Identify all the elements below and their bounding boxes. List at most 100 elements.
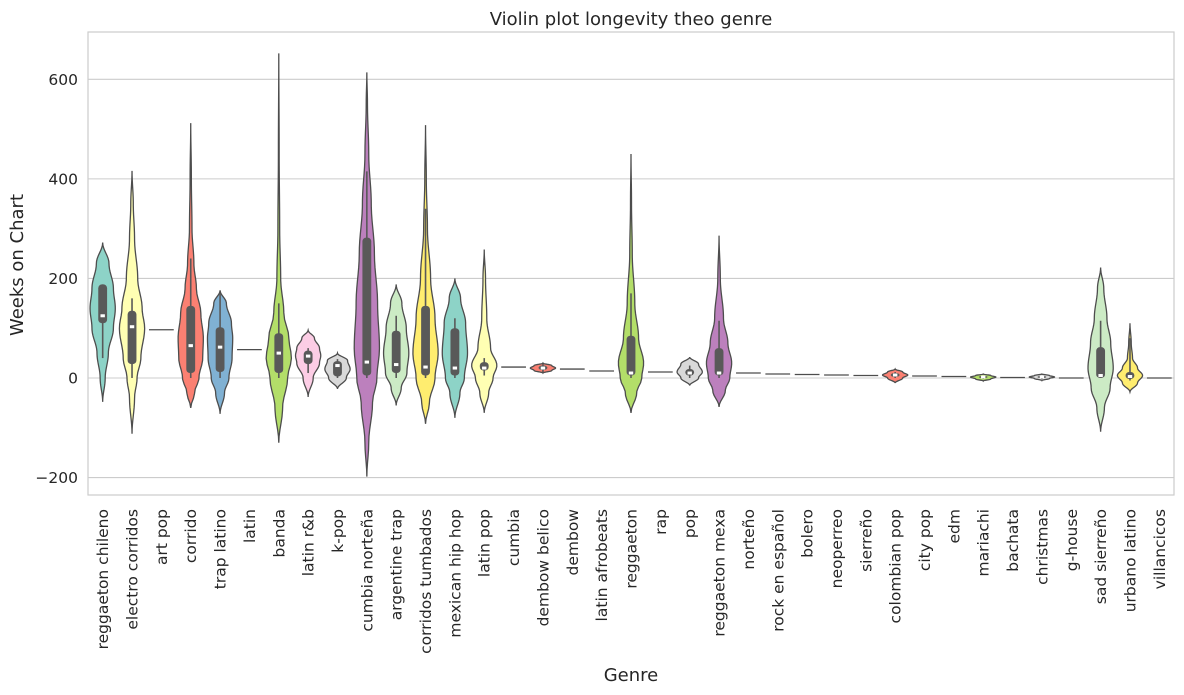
violin bbox=[471, 249, 498, 413]
violin-body bbox=[617, 153, 645, 413]
y-tick-label: −200 bbox=[35, 469, 78, 487]
violin-iqr-box bbox=[127, 310, 137, 365]
y-tick-label: 600 bbox=[48, 71, 78, 89]
violin-median bbox=[1039, 375, 1045, 379]
x-axis-label: Genre bbox=[604, 665, 659, 686]
violin-iqr-box bbox=[391, 330, 401, 374]
x-tick-label: art pop bbox=[153, 509, 171, 565]
x-tick-label: rock en español bbox=[769, 509, 787, 632]
violin-iqr-box bbox=[362, 237, 372, 376]
violin-median bbox=[393, 363, 399, 367]
x-tick-label: corridos tumbados bbox=[417, 509, 435, 654]
x-tick-labels: reggaeton chileno electro corridos art pop… bbox=[94, 509, 1169, 654]
violin bbox=[881, 367, 909, 384]
x-tick-label: urbano latino bbox=[1121, 509, 1139, 612]
violin-median bbox=[188, 344, 193, 348]
violin-median bbox=[217, 345, 223, 349]
violin bbox=[617, 153, 645, 413]
x-tick-label: dembow belico bbox=[534, 509, 552, 626]
x-tick-label: christmas bbox=[1033, 509, 1051, 585]
x-tick-label: corrido bbox=[182, 509, 200, 563]
violin-median bbox=[129, 325, 135, 329]
x-tick-label: neoperreo bbox=[828, 509, 846, 588]
violin-iqr-box bbox=[479, 362, 489, 371]
violin-median bbox=[305, 354, 311, 358]
x-tick-label: city pop bbox=[916, 509, 934, 571]
x-tick-label: colombian pop bbox=[887, 509, 905, 623]
x-tick-label: bachata bbox=[1004, 509, 1022, 572]
violin-iqr-box bbox=[421, 305, 430, 376]
x-tick-label: trap latino bbox=[212, 509, 230, 589]
violin bbox=[118, 170, 146, 434]
violin bbox=[412, 125, 439, 424]
y-tick-labels: −200 0 200 400 600 bbox=[35, 71, 78, 487]
violin-median bbox=[1098, 374, 1103, 378]
violin bbox=[265, 53, 293, 443]
violin-iqr-box bbox=[626, 335, 636, 376]
violin-median bbox=[687, 371, 692, 375]
violin-iqr-box bbox=[1096, 347, 1106, 379]
x-tick-label: villancicos bbox=[1151, 509, 1169, 589]
violin-iqr-box bbox=[186, 305, 196, 374]
violin-iqr-box bbox=[215, 327, 225, 373]
x-tick-label: mariachi bbox=[975, 509, 993, 576]
violin-iqr-box bbox=[714, 348, 724, 376]
violin-body bbox=[265, 53, 293, 443]
violin bbox=[676, 356, 703, 386]
violin-median bbox=[100, 314, 105, 318]
violin-median bbox=[364, 360, 370, 364]
violin bbox=[89, 242, 116, 402]
violin bbox=[382, 284, 410, 406]
violin bbox=[177, 123, 204, 408]
violin-iqr-box bbox=[333, 361, 342, 377]
violin-median bbox=[452, 366, 458, 370]
violin bbox=[206, 290, 234, 414]
y-tick-label: 200 bbox=[48, 270, 78, 288]
x-tick-label: reggaeton bbox=[623, 509, 641, 589]
violin-median bbox=[540, 366, 546, 370]
violin-median bbox=[423, 365, 428, 369]
violin-median bbox=[716, 371, 722, 375]
x-tick-label: reggaeton chileno bbox=[94, 509, 112, 649]
violin bbox=[1087, 267, 1114, 432]
violin-body bbox=[471, 249, 498, 413]
violin bbox=[529, 361, 557, 375]
x-tick-label: pop bbox=[681, 509, 699, 538]
x-tick-label: latin bbox=[241, 509, 259, 543]
violins bbox=[89, 53, 1172, 477]
violin-median bbox=[1127, 375, 1133, 379]
x-tick-label: latin r&b bbox=[300, 509, 318, 576]
plot-frame bbox=[87, 31, 1175, 496]
x-tick-label: cumbia norteña bbox=[358, 509, 376, 632]
violin bbox=[353, 72, 381, 477]
x-tick-label: norteño bbox=[740, 509, 758, 570]
y-axis-label: Weeks on Chart bbox=[7, 194, 28, 336]
violin-iqr-box bbox=[98, 284, 108, 324]
violin-median bbox=[628, 371, 634, 375]
violin bbox=[1028, 373, 1056, 382]
violin-median bbox=[892, 373, 898, 377]
x-tick-label: g-house bbox=[1063, 509, 1081, 571]
violin-median bbox=[276, 351, 281, 355]
x-tick-label: sad sierreño bbox=[1092, 509, 1110, 604]
x-tick-label: latin pop bbox=[476, 509, 494, 577]
violin-median bbox=[335, 364, 340, 368]
violin bbox=[969, 373, 997, 383]
x-tick-label: bolero bbox=[799, 509, 817, 558]
y-tick-label: 0 bbox=[68, 370, 78, 388]
violin-iqr-box bbox=[450, 328, 460, 376]
x-tick-label: argentine trap bbox=[388, 509, 406, 620]
violin-median bbox=[981, 375, 986, 379]
x-tick-label: k-pop bbox=[329, 509, 347, 553]
violin bbox=[1116, 323, 1144, 395]
x-tick-label: electro corridos bbox=[124, 509, 142, 630]
x-tick-label: banda bbox=[270, 509, 288, 558]
violin bbox=[441, 278, 469, 418]
violin bbox=[294, 327, 322, 397]
chart-title: Violin plot longevity theo genre bbox=[490, 9, 773, 30]
violin bbox=[324, 350, 351, 390]
x-tick-label: edm bbox=[945, 509, 963, 543]
violin bbox=[705, 235, 733, 407]
